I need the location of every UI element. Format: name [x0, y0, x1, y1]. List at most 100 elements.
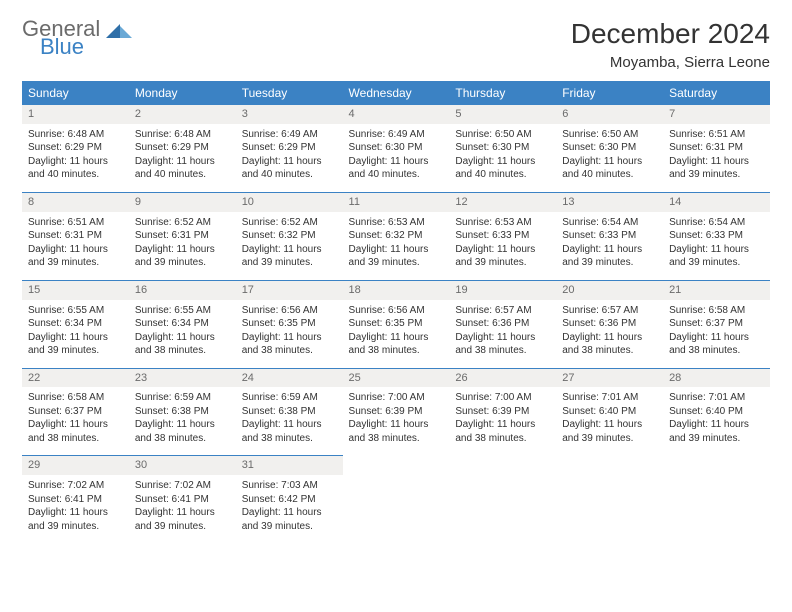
daylight-line: and 38 minutes. — [242, 432, 337, 446]
daylight-line: Daylight: 11 hours — [242, 155, 337, 169]
sunset-line: Sunset: 6:33 PM — [562, 229, 657, 243]
sunrise-line: Sunrise: 6:48 AM — [28, 128, 123, 142]
daylight-line: and 38 minutes. — [349, 432, 444, 446]
day-cell: Sunrise: 6:53 AMSunset: 6:33 PMDaylight:… — [449, 212, 556, 281]
day-number-cell: 18 — [343, 280, 450, 299]
day-cell: Sunrise: 6:54 AMSunset: 6:33 PMDaylight:… — [556, 212, 663, 281]
header: General Blue December 2024 Moyamba, Sier… — [22, 18, 770, 71]
daylight-line: and 39 minutes. — [669, 168, 764, 182]
daylight-line: and 39 minutes. — [242, 256, 337, 270]
day-cell: Sunrise: 6:59 AMSunset: 6:38 PMDaylight:… — [129, 387, 236, 456]
sunrise-line: Sunrise: 6:56 AM — [349, 304, 444, 318]
sunset-line: Sunset: 6:36 PM — [455, 317, 550, 331]
logo-mark-icon — [106, 20, 132, 40]
daylight-line: and 39 minutes. — [669, 432, 764, 446]
daylight-line: Daylight: 11 hours — [135, 243, 230, 257]
sunrise-line: Sunrise: 7:00 AM — [455, 391, 550, 405]
sunset-line: Sunset: 6:34 PM — [135, 317, 230, 331]
day-content-row: Sunrise: 7:02 AMSunset: 6:41 PMDaylight:… — [22, 475, 770, 543]
daylight-line: and 39 minutes. — [562, 432, 657, 446]
daylight-line: and 40 minutes. — [28, 168, 123, 182]
sunrise-line: Sunrise: 6:53 AM — [349, 216, 444, 230]
day-cell — [556, 475, 663, 543]
daylight-line: and 38 minutes. — [669, 344, 764, 358]
daylight-line: Daylight: 11 hours — [669, 155, 764, 169]
day-number-cell: 16 — [129, 280, 236, 299]
sunrise-line: Sunrise: 6:58 AM — [669, 304, 764, 318]
daylight-line: Daylight: 11 hours — [669, 243, 764, 257]
day-number-cell: 1 — [22, 105, 129, 124]
daylight-line: Daylight: 11 hours — [669, 418, 764, 432]
sunrise-line: Sunrise: 6:52 AM — [242, 216, 337, 230]
day-number-cell: 29 — [22, 456, 129, 475]
day-cell: Sunrise: 6:51 AMSunset: 6:31 PMDaylight:… — [663, 124, 770, 193]
daylight-line: Daylight: 11 hours — [562, 331, 657, 345]
day-number-cell: 5 — [449, 105, 556, 124]
sunrise-line: Sunrise: 6:55 AM — [28, 304, 123, 318]
day-number-cell: 12 — [449, 192, 556, 211]
day-number-cell: 8 — [22, 192, 129, 211]
day-number-cell: 25 — [343, 368, 450, 387]
day-cell: Sunrise: 7:03 AMSunset: 6:42 PMDaylight:… — [236, 475, 343, 543]
daylight-line: Daylight: 11 hours — [455, 243, 550, 257]
day-cell — [449, 475, 556, 543]
sunrise-line: Sunrise: 7:01 AM — [669, 391, 764, 405]
sunrise-line: Sunrise: 6:59 AM — [135, 391, 230, 405]
daylight-line: Daylight: 11 hours — [28, 155, 123, 169]
day-cell: Sunrise: 6:59 AMSunset: 6:38 PMDaylight:… — [236, 387, 343, 456]
day-number-row: 891011121314 — [22, 192, 770, 211]
day-cell: Sunrise: 6:54 AMSunset: 6:33 PMDaylight:… — [663, 212, 770, 281]
day-cell: Sunrise: 6:53 AMSunset: 6:32 PMDaylight:… — [343, 212, 450, 281]
day-number-row: 15161718192021 — [22, 280, 770, 299]
day-number-cell — [556, 456, 663, 475]
day-cell: Sunrise: 6:55 AMSunset: 6:34 PMDaylight:… — [22, 300, 129, 369]
daylight-line: and 40 minutes. — [455, 168, 550, 182]
daylight-line: and 39 minutes. — [135, 256, 230, 270]
day-cell: Sunrise: 7:01 AMSunset: 6:40 PMDaylight:… — [556, 387, 663, 456]
day-cell: Sunrise: 6:57 AMSunset: 6:36 PMDaylight:… — [449, 300, 556, 369]
daylight-line: Daylight: 11 hours — [562, 155, 657, 169]
calendar-table: Sunday Monday Tuesday Wednesday Thursday… — [22, 81, 770, 543]
sunrise-line: Sunrise: 6:50 AM — [562, 128, 657, 142]
sunrise-line: Sunrise: 6:54 AM — [669, 216, 764, 230]
sunset-line: Sunset: 6:31 PM — [669, 141, 764, 155]
day-cell: Sunrise: 6:52 AMSunset: 6:32 PMDaylight:… — [236, 212, 343, 281]
weekday-header: Tuesday — [236, 81, 343, 105]
sunset-line: Sunset: 6:29 PM — [242, 141, 337, 155]
daylight-line: Daylight: 11 hours — [242, 331, 337, 345]
day-content-row: Sunrise: 6:48 AMSunset: 6:29 PMDaylight:… — [22, 124, 770, 193]
sunrise-line: Sunrise: 7:00 AM — [349, 391, 444, 405]
daylight-line: and 38 minutes. — [242, 344, 337, 358]
daylight-line: Daylight: 11 hours — [349, 243, 444, 257]
title-block: December 2024 Moyamba, Sierra Leone — [571, 18, 770, 71]
daylight-line: and 39 minutes. — [28, 256, 123, 270]
day-number-row: 293031 — [22, 456, 770, 475]
day-number-cell: 20 — [556, 280, 663, 299]
sunset-line: Sunset: 6:38 PM — [242, 405, 337, 419]
day-number-cell: 13 — [556, 192, 663, 211]
sunset-line: Sunset: 6:31 PM — [135, 229, 230, 243]
daylight-line: Daylight: 11 hours — [455, 418, 550, 432]
weekday-header-row: Sunday Monday Tuesday Wednesday Thursday… — [22, 81, 770, 105]
sunrise-line: Sunrise: 7:02 AM — [135, 479, 230, 493]
day-number-cell: 17 — [236, 280, 343, 299]
sunrise-line: Sunrise: 6:55 AM — [135, 304, 230, 318]
sunset-line: Sunset: 6:36 PM — [562, 317, 657, 331]
day-cell: Sunrise: 6:50 AMSunset: 6:30 PMDaylight:… — [556, 124, 663, 193]
sunset-line: Sunset: 6:39 PM — [455, 405, 550, 419]
sunrise-line: Sunrise: 6:58 AM — [28, 391, 123, 405]
day-number-cell: 6 — [556, 105, 663, 124]
sunset-line: Sunset: 6:29 PM — [135, 141, 230, 155]
day-number-cell: 28 — [663, 368, 770, 387]
sunset-line: Sunset: 6:30 PM — [562, 141, 657, 155]
day-number-cell: 24 — [236, 368, 343, 387]
day-cell: Sunrise: 7:00 AMSunset: 6:39 PMDaylight:… — [449, 387, 556, 456]
sunset-line: Sunset: 6:40 PM — [562, 405, 657, 419]
daylight-line: and 38 minutes. — [28, 432, 123, 446]
sunrise-line: Sunrise: 6:50 AM — [455, 128, 550, 142]
day-number-cell: 11 — [343, 192, 450, 211]
day-cell: Sunrise: 6:49 AMSunset: 6:30 PMDaylight:… — [343, 124, 450, 193]
day-number-cell — [449, 456, 556, 475]
daylight-line: Daylight: 11 hours — [455, 331, 550, 345]
day-cell: Sunrise: 6:58 AMSunset: 6:37 PMDaylight:… — [663, 300, 770, 369]
